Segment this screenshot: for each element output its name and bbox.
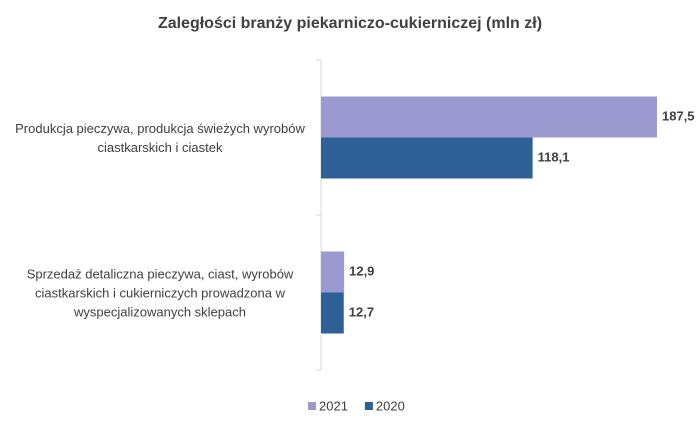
bar (321, 96, 657, 138)
category-label: Sprzedaż detaliczna pieczywa, ciast, wyr… (26, 266, 294, 319)
value-label: 187,5 (662, 108, 695, 123)
legend-swatch (308, 402, 316, 410)
legend-label: 2020 (376, 398, 405, 413)
legend-swatch (364, 402, 373, 410)
category-label: Produkcja pieczywa, produkcja świeżych w… (15, 120, 305, 155)
bar (321, 251, 345, 293)
bar (321, 292, 344, 334)
value-label: 12,7 (349, 304, 374, 319)
legend-label: 2021 (319, 398, 348, 413)
value-label: 118,1 (538, 149, 570, 164)
chart-title: Zaległości branży piekarniczo-cukiernicz… (158, 15, 542, 32)
value-label: 12,9 (349, 263, 374, 278)
bar (321, 137, 533, 179)
